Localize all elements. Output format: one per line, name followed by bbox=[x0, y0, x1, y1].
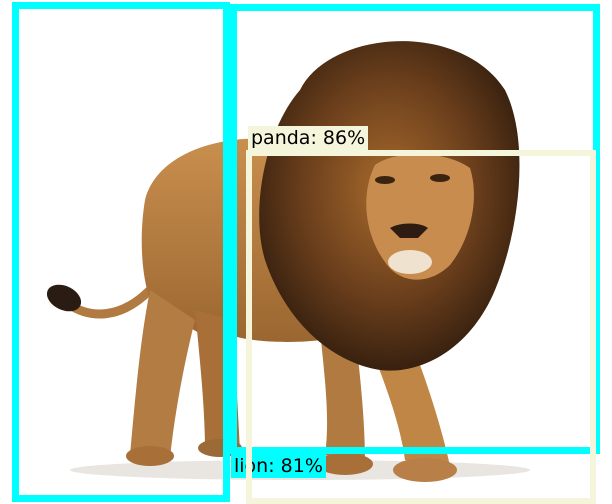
lion-tail-tuft bbox=[46, 284, 82, 312]
lion-eye-left bbox=[375, 176, 395, 184]
lion-face bbox=[366, 154, 474, 280]
lion-front-paw-right bbox=[393, 458, 457, 482]
bounding-box bbox=[230, 4, 600, 454]
lion-chin bbox=[388, 250, 432, 274]
bounding-box bbox=[246, 150, 596, 504]
lion-eye-right bbox=[430, 174, 450, 182]
bounding-box bbox=[12, 2, 230, 502]
lion-front-paw-left bbox=[317, 453, 373, 475]
lion-hind-paw-left bbox=[126, 446, 174, 466]
detection-label: panda: 86% bbox=[248, 126, 369, 150]
lion-front-leg-left bbox=[320, 330, 365, 462]
lion-nose bbox=[390, 223, 428, 238]
lion-hind-leg-left bbox=[130, 290, 195, 458]
